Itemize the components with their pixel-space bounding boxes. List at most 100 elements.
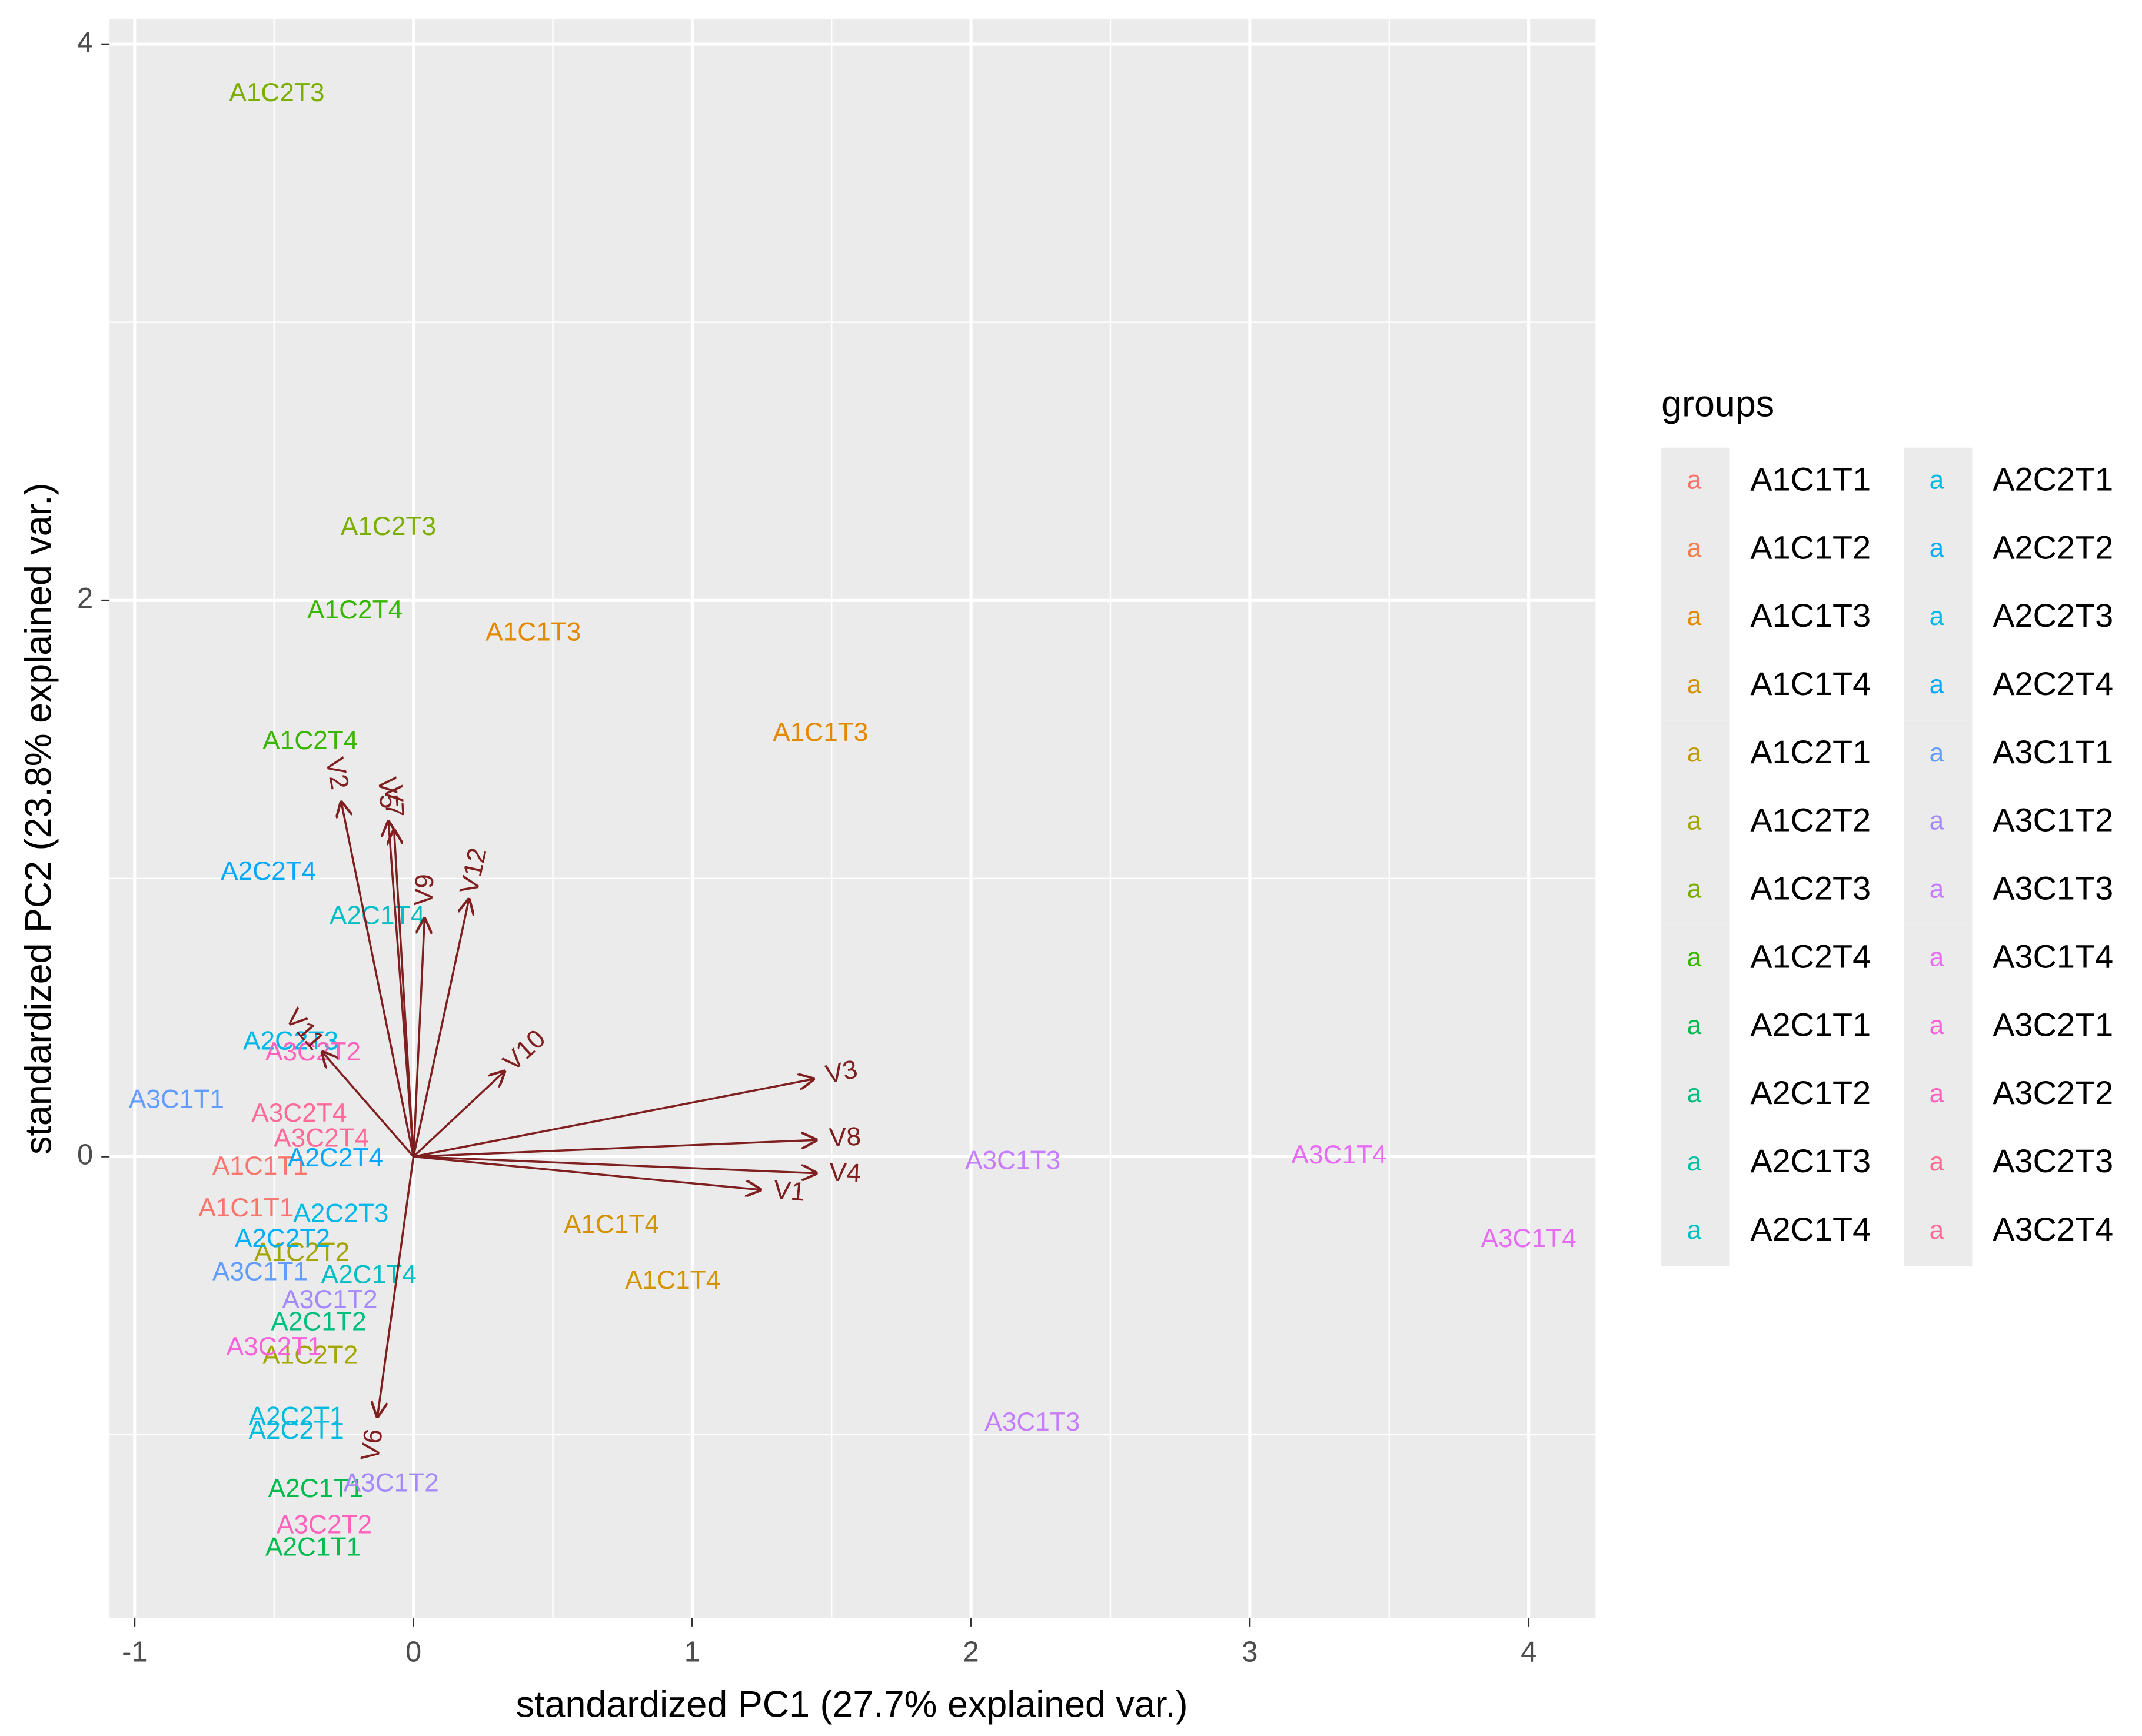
legend-key-glyph: a [1687,1011,1702,1040]
legend-key-glyph: a [1930,1216,1944,1245]
point-label: A3C2T4 [274,1124,369,1153]
legend-key [1661,1198,1730,1266]
legend-key-glyph: a [1687,534,1702,563]
point-label: A1C2T3 [229,78,324,107]
legend-key [1661,720,1730,789]
loading-label: V8 [829,1122,862,1152]
legend-key-glyph: a [1930,602,1944,631]
legend-label: A3C1T4 [1993,937,2113,975]
legend-label: A2C2T2 [1993,528,2113,566]
legend-key [1661,993,1730,1062]
point-label: A3C2T1 [227,1332,322,1361]
y-axis-title: standardized PC2 (23.8% explained var.) [18,483,59,1155]
legend-label: A1C2T3 [1750,870,1871,907]
legend-key-glyph: a [1930,875,1944,904]
legend-label: A2C2T3 [1993,597,2113,634]
loading-arrow [413,1079,815,1158]
point-label: A2C1T1 [265,1532,361,1561]
x-axis-title: standardized PC1 (27.7% explained var.) [516,1684,1188,1725]
legend-key-glyph: a [1930,1079,1944,1108]
point-label: A3C1T1 [212,1258,308,1286]
legend-label: A3C2T4 [1993,1210,2113,1248]
loading-arrow [413,1140,818,1158]
loading-label: V1 [772,1175,807,1207]
point-label: A2C1T1 [268,1474,364,1503]
legend-label: A3C2T3 [1993,1142,2113,1179]
legend-label: A1C1T4 [1750,665,1871,702]
point-label: A3C1T1 [129,1085,224,1114]
legend-label: A3C2T2 [1993,1074,2113,1111]
legend-key-glyph: a [1687,875,1702,904]
loading-label: V2 [320,755,354,792]
x-tick-label: 1 [684,1636,700,1668]
x-tick-label: 0 [405,1636,421,1668]
legend-key-glyph: a [1687,1079,1702,1108]
legend-key [1661,924,1730,993]
legend-key [1661,1061,1730,1130]
legend-label: A2C1T4 [1750,1210,1871,1248]
point-label: A2C2T1 [249,1402,344,1431]
legend-label: A1C1T1 [1750,460,1871,497]
legend-label: A2C1T1 [1750,1006,1871,1043]
legend-key [1904,924,1973,993]
x-tick-label: 2 [963,1636,979,1668]
legend-key-glyph: a [1930,465,1944,494]
legend-key [1904,1061,1973,1130]
legend-key-glyph: a [1687,807,1702,836]
point-label: A2C1T2 [271,1308,366,1336]
point-label: A1C1T4 [564,1210,659,1239]
legend-key-glyph: a [1687,465,1702,494]
point-label: A1C1T1 [198,1193,294,1222]
legend-key-glyph: a [1930,739,1944,767]
point-label: A1C1T4 [625,1266,720,1295]
legend-label: A1C2T4 [1750,937,1871,975]
legend-key-glyph: a [1687,943,1702,972]
point-label: A2C2T4 [221,857,316,886]
point-label: A3C1T3 [984,1408,1080,1436]
legend-key [1904,1129,1973,1198]
y-tick-label: 4 [77,26,93,58]
loading-label: V5 [372,776,404,810]
x-tick-label: 3 [1242,1636,1258,1668]
legend-key [1904,720,1973,789]
loading-arrow [377,1156,415,1418]
point-label: A1C2T2 [254,1238,350,1267]
point-label: A2C2T4 [288,1143,383,1172]
legend-label: A2C1T3 [1750,1142,1871,1179]
point-label: A3C1T4 [1481,1224,1576,1253]
legend-key [1904,652,1973,721]
legend-label: A1C2T2 [1750,802,1871,839]
legend-key-glyph: a [1687,1148,1702,1176]
legend-key [1661,1129,1730,1198]
legend-label: A1C1T3 [1750,597,1871,634]
loading-label: V6 [355,1427,388,1462]
point-label: A3C2T2 [265,1037,361,1066]
legend-key-glyph: a [1930,943,1944,972]
x-tick-label: 4 [1521,1636,1536,1668]
legend-key-glyph: a [1687,1216,1702,1245]
point-label: A1C2T4 [307,596,403,624]
point-label: A3C1T2 [282,1285,377,1314]
point-label: A1C1T1 [212,1152,308,1180]
legend-label: A2C2T1 [1993,460,2113,497]
point-label: A1C2T4 [262,726,358,755]
legend-key [1661,652,1730,721]
legend-key-glyph: a [1687,739,1702,767]
point-label: A1C2T3 [341,512,436,541]
y-tick-label: 0 [77,1139,93,1170]
loading-arrow [412,898,470,1157]
legend-key [1904,584,1973,653]
legend-key [1904,516,1973,584]
legend-key [1661,584,1730,653]
legend-key-glyph: a [1930,1011,1944,1040]
loading-arrow [413,1155,762,1190]
loading-arrow [413,1070,505,1158]
point-label: A1C1T3 [773,718,868,747]
point-label: A3C2T2 [277,1511,372,1539]
legend-key-glyph: a [1687,602,1702,631]
legend-key [1904,1198,1973,1266]
legend-key [1661,789,1730,857]
legend-key [1904,447,1973,516]
